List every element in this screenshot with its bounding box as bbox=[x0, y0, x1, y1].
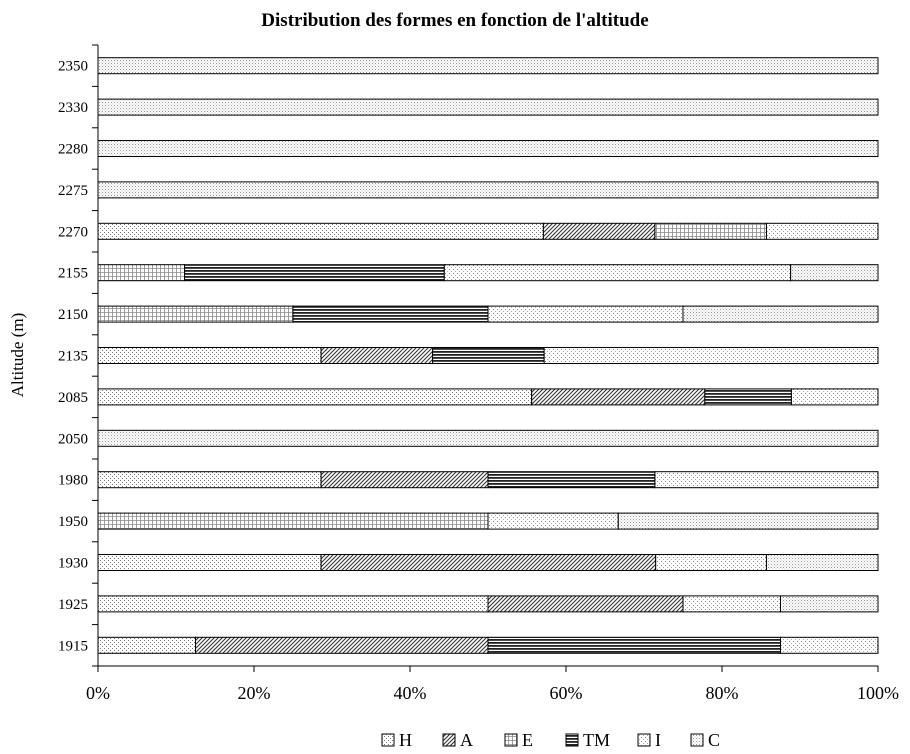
bar-segment-i bbox=[487, 512, 619, 530]
y-tick-label: 2275 bbox=[58, 183, 88, 199]
y-axis-label: Altitude (m) bbox=[8, 313, 27, 398]
bar-segment-h bbox=[97, 595, 489, 613]
legend-swatch bbox=[504, 733, 518, 747]
bar-segment-a bbox=[531, 388, 706, 406]
bar-segment-c bbox=[97, 429, 879, 447]
legend-label: I bbox=[655, 730, 661, 750]
bar-segment-i bbox=[443, 264, 792, 282]
x-tick-label: 40% bbox=[394, 683, 427, 703]
y-tick-label: 1950 bbox=[58, 514, 88, 530]
bar-segment-tm bbox=[432, 347, 545, 364]
bar-segment-h bbox=[97, 222, 544, 240]
legend-item-h: H bbox=[381, 730, 412, 750]
legend-swatch bbox=[637, 733, 651, 747]
legend-swatch bbox=[381, 733, 395, 747]
x-tick-label: 80% bbox=[706, 683, 739, 703]
x-ticks bbox=[97, 666, 879, 672]
bar-segment-tm bbox=[704, 388, 792, 406]
bar-segment-tm bbox=[487, 636, 781, 654]
chart-title: Distribution des formes en fonction de l… bbox=[261, 10, 648, 31]
bar-segment-c bbox=[682, 305, 879, 323]
legend: H A E TM I C bbox=[381, 730, 720, 750]
y-tick-label: 2270 bbox=[58, 224, 88, 240]
bar-segment-a bbox=[195, 636, 489, 654]
bar-segment-i bbox=[487, 305, 684, 323]
legend-swatch bbox=[565, 733, 579, 747]
legend-label: C bbox=[708, 730, 720, 750]
y-tick-labels: 2350 2330 2280 2275 2270 2155 2150 2135 2085 2050… bbox=[58, 59, 88, 655]
bar-segment-a bbox=[320, 471, 489, 489]
bar-segment-c bbox=[765, 554, 879, 571]
bar-segment-tm bbox=[487, 471, 656, 489]
legend-item-tm: TM bbox=[565, 730, 610, 750]
bar-segment-i bbox=[543, 347, 879, 364]
legend-swatch bbox=[442, 733, 456, 747]
legend-item-e: E bbox=[504, 730, 533, 750]
bar-segment-i bbox=[655, 554, 767, 571]
bar-segment-c bbox=[617, 512, 879, 530]
x-tick-labels: 0% 20% 40% 60% 80% 100% bbox=[86, 683, 899, 703]
y-ticks bbox=[92, 44, 98, 667]
bar-segment-tm bbox=[184, 264, 445, 282]
y-tick-label: 2150 bbox=[58, 307, 88, 323]
legend-label: E bbox=[522, 730, 533, 750]
bar-segment-c bbox=[780, 595, 879, 613]
bar-segment-h bbox=[97, 471, 322, 489]
bar-segment-e bbox=[97, 264, 186, 282]
legend-label: TM bbox=[583, 730, 610, 750]
bar-segment-i bbox=[654, 471, 879, 489]
legend-item-c: C bbox=[690, 730, 720, 750]
bar-segment-e bbox=[654, 222, 767, 240]
bar-segment-c bbox=[97, 181, 879, 199]
bar-segment-a bbox=[487, 595, 684, 613]
bar-segment-c bbox=[790, 264, 879, 282]
bar-segment-e bbox=[97, 305, 294, 323]
bar-segment-h bbox=[97, 347, 322, 364]
bar-segment-tm bbox=[292, 305, 489, 323]
y-tick-label: 2050 bbox=[58, 431, 88, 447]
bar-segment-c bbox=[97, 98, 879, 116]
y-tick-label: 1925 bbox=[58, 597, 88, 613]
y-tick-label: 2155 bbox=[58, 266, 88, 282]
y-tick-label: 1930 bbox=[58, 556, 88, 572]
bar-segment-i bbox=[790, 388, 879, 406]
x-tick-label: 0% bbox=[86, 683, 110, 703]
legend-swatch bbox=[690, 733, 704, 747]
bar-segment-i bbox=[780, 636, 879, 654]
y-tick-label: 2280 bbox=[58, 142, 88, 158]
y-tick-label: 1980 bbox=[58, 473, 88, 489]
bar-segment-h bbox=[97, 554, 322, 571]
bar-segment-a bbox=[542, 222, 656, 240]
x-tick-label: 60% bbox=[550, 683, 583, 703]
bar-segment-h bbox=[97, 636, 196, 654]
y-tick-label: 2350 bbox=[58, 59, 88, 75]
bar-segment-i bbox=[682, 595, 781, 613]
y-tick-label: 2330 bbox=[58, 100, 88, 116]
legend-item-a: A bbox=[442, 730, 473, 750]
x-tick-label: 20% bbox=[238, 683, 271, 703]
legend-label: A bbox=[460, 730, 473, 750]
x-tick-label: 100% bbox=[857, 683, 899, 703]
y-tick-label: 2085 bbox=[58, 390, 88, 406]
bar-segment-c bbox=[97, 140, 879, 157]
y-tick-label: 1915 bbox=[58, 638, 88, 654]
y-tick-label: 2135 bbox=[58, 349, 88, 365]
bar-segment-h bbox=[97, 388, 533, 406]
bar-segment-a bbox=[320, 347, 434, 364]
bar-segment-e bbox=[97, 512, 489, 530]
bar-segment-i bbox=[765, 222, 879, 240]
bar-segment-c bbox=[97, 57, 879, 75]
bars bbox=[97, 57, 879, 654]
legend-label: H bbox=[399, 730, 412, 750]
bar-segment-a bbox=[320, 554, 657, 571]
legend-item-i: I bbox=[637, 730, 661, 750]
